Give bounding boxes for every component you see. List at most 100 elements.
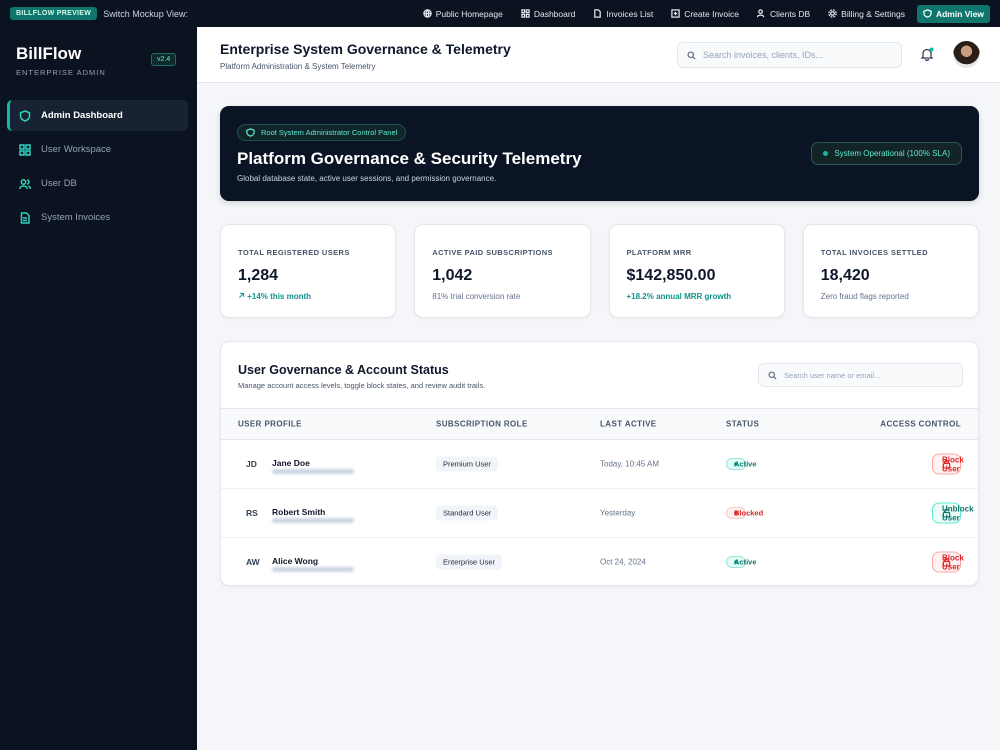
preview-badge: BILLFLOW PREVIEW [10,7,98,20]
stats-row: TOTAL REGISTERED USERS 1,284 +14% this mo… [220,224,979,318]
stat-label: TOTAL INVOICES SETTLED [820,248,928,257]
user-email-redacted [272,567,354,572]
nav-item[interactable]: User DB [7,168,188,199]
view-link[interactable]: Clients DB [751,5,816,23]
search-placeholder: Search invoices, clients, IDs... [703,50,824,60]
access-button-text: Block User [942,553,964,571]
nav-item[interactable]: System Invoices [7,202,188,233]
top-bar: BILLFLOW PREVIEW Switch Mockup View: Pub… [0,0,1000,27]
page-header: Enterprise System Governance & Telemetry… [197,27,1000,83]
stat-label: ACTIVE PAID SUBSCRIPTIONS [432,248,553,257]
sidebar: BillFlow ENTERPRISE ADMIN v2.4 Admin Das… [0,27,197,750]
system-status: System Operational (100% SLA) [811,142,962,165]
view-link-text: Billing & Settings [841,8,905,19]
column-header: ACCESS CONTROL [880,419,961,429]
hero-banner: Root System Administrator Control Panel … [220,106,979,201]
access-button-text: Block User [942,455,964,473]
system-status-text: System Operational (100% SLA) [834,149,950,158]
view-link[interactable]: Dashboard [515,5,582,23]
nav-text: Admin Dashboard [41,110,123,121]
user-name: Jane Doe [272,458,310,468]
view-link[interactable]: Public Homepage [417,5,509,23]
brand-tagline: ENTERPRISE ADMIN [16,68,106,77]
table-subtitle: Manage account access levels, toggle blo… [238,381,486,390]
user-email-redacted [272,469,354,474]
view-link-text: Create Invoice [684,8,740,19]
access-button[interactable]: Block User [932,453,964,475]
stat-value: 1,042 [432,267,473,284]
stat-note: 81% trial conversion rate [432,292,521,301]
view-link-text: Invoices List [606,8,654,19]
global-search[interactable]: Search invoices, clients, IDs... [677,42,902,68]
user-initials: AW [246,557,260,567]
access-button-text: Unblock User [942,504,974,522]
hero-badge: Root System Administrator Control Panel [237,124,407,141]
user-avatar[interactable] [953,41,980,68]
column-header: USER PROFILE [238,419,302,429]
stat-note-text: +14% this month [247,292,312,301]
table-row: JD Jane Doe Premium User Today, 10:45 AM Act… [221,440,978,489]
status-text: Active [734,459,757,469]
nav-item[interactable]: User Workspace [7,134,188,165]
hero-badge-text: Root System Administrator Control Panel [261,128,398,137]
view-link-active[interactable]: Admin View [916,4,990,23]
column-header: LAST ACTIVE [600,419,657,429]
stat-note: +18.2% annual MRR growth [626,292,732,301]
nav-text: System Invoices [41,212,111,223]
access-button[interactable]: Block User [932,551,964,573]
stat-card: PLATFORM MRR $142,850.00 +18.2% annual MRR… [608,224,785,318]
view-link[interactable]: Billing & Settings [822,5,911,23]
user-email-redacted [272,518,354,523]
view-link-text: Clients DB [770,8,811,19]
switch-label: Switch Mockup View: [103,8,189,19]
nav-text: User DB [41,178,77,189]
status-text: Active [734,557,757,567]
notifications[interactable] [920,47,934,61]
stat-label: PLATFORM MRR [626,248,692,257]
hero-description: Global database state, active user sessi… [237,174,497,183]
last-active: Yesterday [600,508,636,518]
status-badge: Active [726,556,757,568]
view-link-text: Public Homepage [435,8,503,19]
last-active: Oct 24, 2024 [600,557,646,567]
stat-card: ACTIVE PAID SUBSCRIPTIONS 1,042 81% trial … [414,224,591,318]
search-placeholder: Search user name or email... [784,370,881,380]
table-row: RS Robert Smith Standard User Yesterday Bloc… [221,489,978,538]
table-title: User Governance & Account Status [238,363,449,377]
table-header: USER PROFILE SUBSCRIPTION ROLE LAST ACTI… [221,408,978,440]
status-text: Blocked [734,508,764,518]
access-button[interactable]: Unblock User [932,502,974,524]
stat-value: $142,850.00 [626,267,716,284]
role-badge: Enterprise User [436,554,503,570]
nav-text: User Workspace [41,144,112,155]
view-link[interactable]: Invoices List [587,5,659,23]
view-link-text: Admin View [935,8,984,19]
stat-label: TOTAL REGISTERED USERS [238,248,350,257]
table-row: AW Alice Wong Enterprise User Oct 24, 2024 A… [221,538,978,587]
nav-item-active[interactable]: Admin Dashboard [7,100,188,131]
user-name: Alice Wong [272,556,319,566]
view-link-text: Dashboard [533,8,576,19]
stat-card: TOTAL INVOICES SETTLED 18,420 Zero fraud f… [802,224,979,318]
page-subtitle: Platform Administration & System Telemet… [220,62,376,71]
role-badge: Standard User [436,505,499,521]
stat-note: +14% this month [238,292,311,301]
page-title: Enterprise System Governance & Telemetry [220,41,511,57]
stat-value: 1,284 [238,267,279,284]
hero-title: Platform Governance & Security Telemetry [237,149,582,168]
user-initials: RS [246,508,258,518]
stat-note: Zero fraud flags reported [820,292,909,301]
user-table-card: User Governance & Account Status Manage … [220,341,979,587]
stat-value: 18,420 [820,267,870,284]
user-search[interactable]: Search user name or email... [758,363,963,387]
user-initials: JD [246,459,257,469]
column-header: STATUS [726,419,760,429]
role-badge: Premium User [436,456,498,472]
brand: BillFlow [16,44,82,63]
user-name: Robert Smith [272,507,326,517]
sidebar-nav: Admin Dashboard User Workspace User DB S… [7,100,188,236]
status-badge: Active [726,458,757,470]
view-link[interactable]: Create Invoice [665,5,745,23]
